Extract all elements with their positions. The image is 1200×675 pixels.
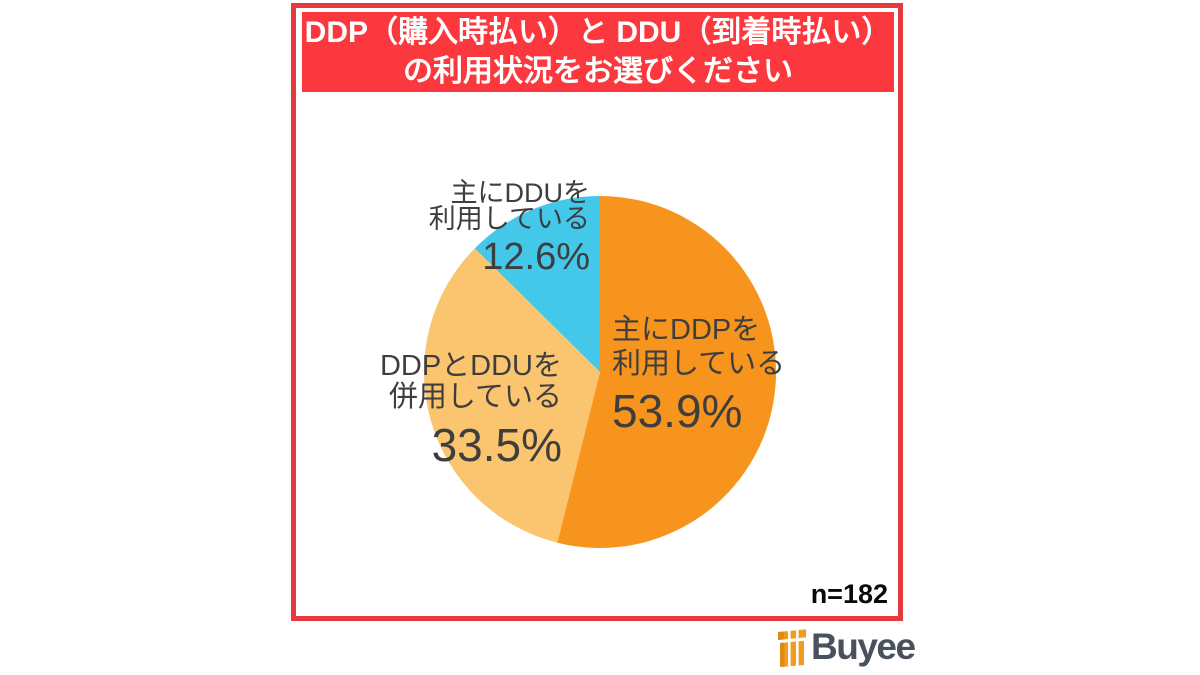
slice-percentage: 12.6% <box>482 236 590 278</box>
sample-size-label: n=182 <box>810 579 888 609</box>
buyee-logo-text: Buyee <box>811 626 916 667</box>
pie-slice-2 <box>424 248 600 543</box>
slice-percentage: 53.9% <box>612 385 743 437</box>
slice-label-text: DDPとDDUを <box>379 350 562 382</box>
buyee-logo: Buyee <box>777 626 916 667</box>
survey-question-banner: DDP（購入時払い）と DDU（到着時払い） の利用状況をお選びください <box>302 12 894 92</box>
buyee-gift-box-icon <box>778 629 806 667</box>
pie-chart <box>424 196 776 548</box>
slice-label-mainly-ddu: 主にDDUを 利用している 12.6% <box>428 178 591 278</box>
pie-slice-1 <box>557 196 776 548</box>
slice-label-both-ddp-ddu: DDPとDDUを 併用している 33.5% <box>379 350 562 471</box>
slice-percentage: 33.5% <box>431 419 562 471</box>
slice-label-text: 併用している <box>388 381 562 413</box>
pie-slice-3 <box>474 196 600 372</box>
slice-label-text: 主にDDUを <box>450 178 591 208</box>
survey-title-line-1: DDP（購入時払い）と DDU（到着時払い） <box>304 16 892 49</box>
slice-label-text: 利用している <box>428 204 590 234</box>
survey-title-line-2: の利用状況をお選びください <box>403 55 793 88</box>
slice-label-mainly-ddp: 主にDDPを 利用している 53.9% <box>612 313 785 434</box>
slice-label-text: 主にDDPを <box>612 314 761 346</box>
slice-label-text: 利用している <box>612 348 786 380</box>
